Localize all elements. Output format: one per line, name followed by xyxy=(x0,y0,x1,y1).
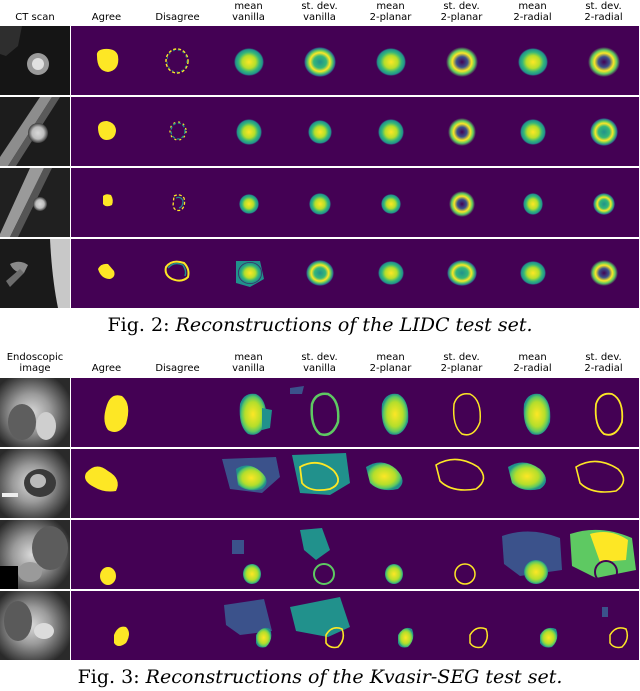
fig2-row-3 xyxy=(0,168,639,237)
figure2-caption-label: Fig. 2: xyxy=(107,314,170,336)
figure3-caption-label: Fig. 3: xyxy=(77,666,140,688)
fig2-row-2 xyxy=(0,97,639,166)
fig3-row-4 xyxy=(0,591,639,660)
header-mean-vanilla: mean vanilla xyxy=(232,352,265,374)
header-mean-2-planar: mean 2-planar xyxy=(369,352,412,374)
header-mean-2-radial: mean 2-radial xyxy=(513,1,552,23)
header-mean-vanilla: mean vanilla xyxy=(232,1,265,23)
fig2-row-1 xyxy=(0,26,639,95)
figure3-grid xyxy=(0,378,639,660)
fig3-row-3 xyxy=(0,520,639,589)
header-ct-scan: CT scan xyxy=(15,12,55,23)
header-std-2-planar: st. dev. 2-planar xyxy=(440,1,483,23)
header-mean-2-planar: mean 2-planar xyxy=(369,1,412,23)
figure2-caption-text: Reconstructions of the LIDC test set. xyxy=(175,314,533,336)
header-agree: Agree xyxy=(91,363,122,374)
fig3-row-2 xyxy=(0,449,639,518)
figure2-grid xyxy=(0,26,639,308)
header-disagree: Disagree xyxy=(155,363,200,374)
header-disagree: Disagree xyxy=(155,12,200,23)
header-std-2-radial: st. dev. 2-radial xyxy=(584,352,623,374)
figure3-caption-text: Reconstructions of the Kvasir-SEG test s… xyxy=(145,666,563,688)
figure3-caption: Fig. 3: Reconstructions of the Kvasir-SE… xyxy=(0,666,640,688)
header-std-2-radial: st. dev. 2-radial xyxy=(584,1,623,23)
figure2-caption: Fig. 2: Reconstructions of the LIDC test… xyxy=(0,314,640,336)
header-agree: Agree xyxy=(91,12,122,23)
header-endoscopic-image: Endoscopic image xyxy=(6,352,64,374)
fig3-row-1 xyxy=(0,378,639,447)
header-std-vanilla: st. dev. vanilla xyxy=(301,1,338,23)
header-std-vanilla: st. dev. vanilla xyxy=(301,352,338,374)
fig2-row-4 xyxy=(0,239,639,308)
disagree-mask xyxy=(142,26,213,95)
header-mean-2-radial: mean 2-radial xyxy=(513,352,552,374)
header-std-2-planar: st. dev. 2-planar xyxy=(440,352,483,374)
